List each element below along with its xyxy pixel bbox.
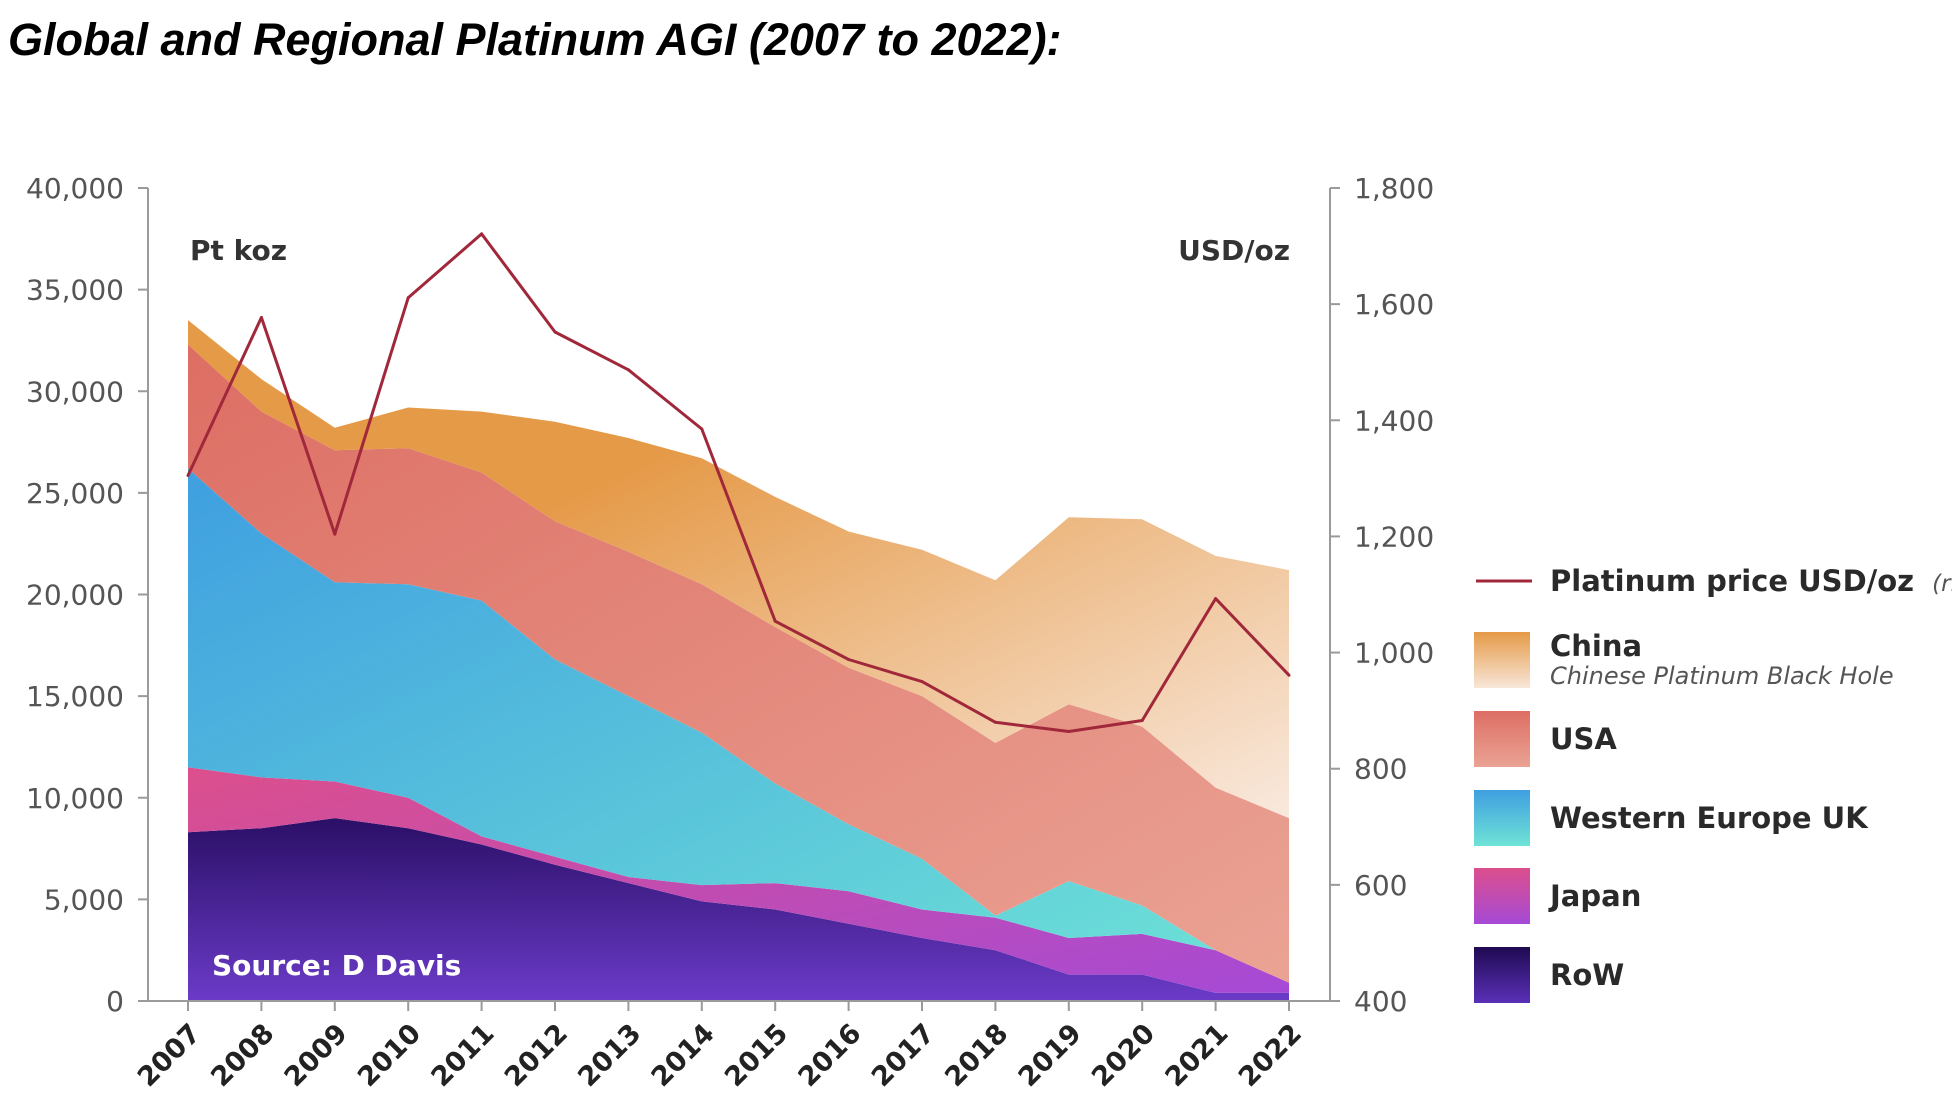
price-point <box>480 232 484 236</box>
price-point <box>333 532 337 536</box>
legend-label-usa: USA <box>1550 722 1617 756</box>
price-point <box>773 619 777 623</box>
y-tick-label: 25,000 <box>26 477 124 510</box>
y-tick-label: 5,000 <box>44 883 124 916</box>
price-point <box>1214 597 1218 601</box>
area-row <box>188 818 1289 1001</box>
y-tick-label: 30,000 <box>26 375 124 408</box>
price-point <box>1140 719 1144 723</box>
price-line <box>186 232 1291 733</box>
legend-label-china: China <box>1550 629 1642 663</box>
price-point <box>1287 673 1291 677</box>
price-point <box>406 296 410 300</box>
x-tick-label: 2010 <box>352 1018 427 1093</box>
x-tick-label: 2018 <box>939 1018 1014 1093</box>
price-point <box>700 427 704 431</box>
price-point <box>186 473 190 477</box>
y2-tick-label: 400 <box>1354 985 1407 1018</box>
y2-tick-label: 1,000 <box>1354 637 1434 670</box>
x-tick-label: 2008 <box>205 1018 280 1093</box>
x-tick-label: 2012 <box>499 1018 574 1093</box>
y-tick-label: 15,000 <box>26 680 124 713</box>
area-usa <box>188 344 1289 983</box>
legend-swatch-row <box>1474 947 1530 1003</box>
legend: Platinum price USD/oz (rhs) China Chines… <box>1474 564 1952 1003</box>
legend-sublabel-china: Chinese Platinum Black Hole <box>1550 662 1894 690</box>
price-point <box>847 658 851 662</box>
x-tick-label: 2016 <box>792 1018 867 1093</box>
x-tick-label: 2011 <box>425 1018 500 1093</box>
price-point <box>1067 730 1071 734</box>
x-tick-label: 2021 <box>1159 1018 1234 1093</box>
y2-tick-label: 1,400 <box>1354 404 1434 437</box>
y2-tick-label: 1,600 <box>1354 288 1434 321</box>
area-china <box>188 320 1289 819</box>
area-western-europe-uk <box>188 468 1289 983</box>
y2-axis-label: USD/oz <box>1178 234 1290 267</box>
legend-label-western-europe: Western Europe UK <box>1550 801 1869 835</box>
legend-line-label: Platinum price USD/oz (rhs) <box>1550 564 1952 598</box>
y-tick-label: 20,000 <box>26 579 124 612</box>
x-tick-label: 2014 <box>646 1018 721 1093</box>
legend-swatch-japan <box>1474 868 1530 924</box>
x-tick-label: 2019 <box>1013 1018 1088 1093</box>
y2-tick-label: 1,800 <box>1354 172 1434 205</box>
y-tick-label: 0 <box>106 985 124 1018</box>
price-point <box>259 315 263 319</box>
x-tick-label: 2009 <box>279 1018 354 1093</box>
y2-tick-label: 600 <box>1354 869 1407 902</box>
y2-tick-label: 1,200 <box>1354 520 1434 553</box>
price-point <box>993 720 997 724</box>
y-axis-label: Pt koz <box>190 234 287 267</box>
x-tick-label: 2020 <box>1086 1018 1161 1093</box>
price-point <box>920 680 924 684</box>
source-annotation: Source: D Davis <box>212 949 461 982</box>
legend-label-row: RoW <box>1550 958 1624 992</box>
x-tick-label: 2015 <box>719 1018 794 1093</box>
x-tick-label: 2017 <box>866 1018 941 1093</box>
legend-line-suffix: (rhs) <box>1932 571 1952 597</box>
legend-swatch-western-europe <box>1474 790 1530 846</box>
legend-swatch-usa <box>1474 711 1530 767</box>
price-point <box>626 368 630 372</box>
legend-swatch-china <box>1474 632 1530 688</box>
legend-label-japan: Japan <box>1548 879 1641 913</box>
area-japan <box>188 767 1289 993</box>
x-tick-label: 2007 <box>132 1018 207 1093</box>
y-tick-label: 40,000 <box>26 172 124 205</box>
page-title: Global and Regional Platinum AGI (2007 t… <box>8 14 1062 65</box>
x-tick-label: 2022 <box>1233 1018 1308 1093</box>
x-tick-label: 2013 <box>572 1018 647 1093</box>
y-tick-label: 10,000 <box>26 782 124 815</box>
y-tick-label: 35,000 <box>26 274 124 307</box>
legend-line-name: Platinum price USD/oz <box>1550 564 1914 598</box>
price-point <box>553 330 557 334</box>
y2-tick-label: 800 <box>1354 753 1407 786</box>
